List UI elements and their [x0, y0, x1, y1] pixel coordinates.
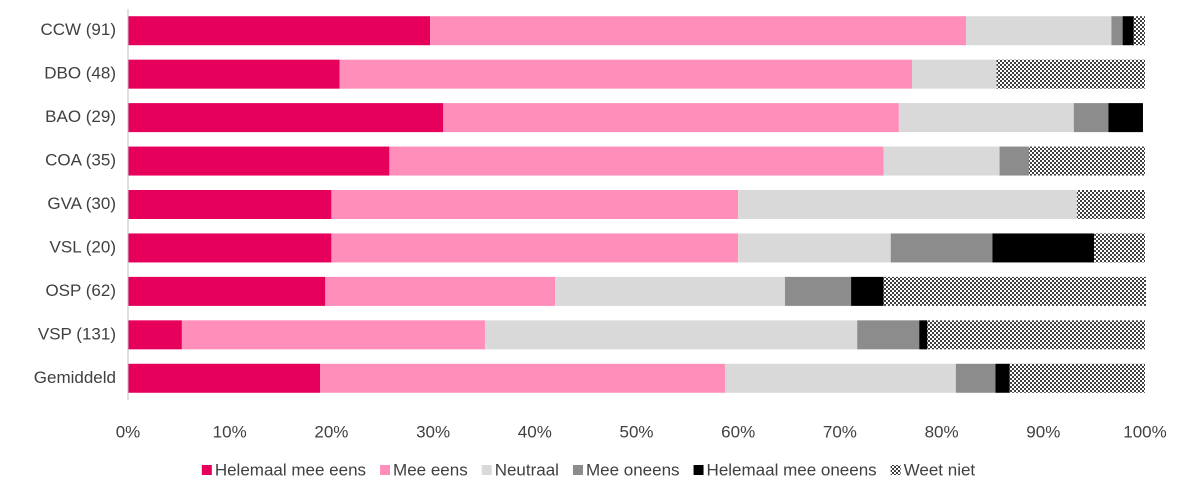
bar-segment — [784, 276, 852, 306]
bar-segment — [128, 146, 390, 176]
y-tick-label: GVA (30) — [47, 194, 116, 213]
bar-segment — [890, 233, 993, 263]
bar-segment — [128, 59, 340, 89]
x-tick-label: 80% — [925, 422, 959, 441]
bar-segment — [919, 320, 928, 350]
legend-swatch — [693, 465, 704, 475]
x-tick-label: 100% — [1123, 422, 1166, 441]
bar-segment — [996, 59, 1145, 89]
x-tick-label: 0% — [116, 422, 141, 441]
bar-segment — [331, 233, 739, 263]
bar-segment — [738, 233, 891, 263]
bar-segment — [992, 233, 1095, 263]
y-tick-label: BAO (29) — [45, 107, 116, 126]
legend-swatch — [201, 465, 212, 475]
bar-segment — [128, 16, 431, 46]
x-tick-label: 70% — [823, 422, 857, 441]
legend-swatch — [481, 465, 492, 475]
legend-label: Weet niet — [904, 460, 976, 479]
bar-segment — [1094, 233, 1145, 263]
x-tick-label: 40% — [518, 422, 552, 441]
bar-segment — [851, 276, 884, 306]
bar-segment — [995, 363, 1010, 393]
legend-swatch — [380, 465, 391, 475]
y-tick-label: DBO (48) — [44, 64, 116, 83]
bar-segment — [898, 103, 1074, 133]
bar-segment — [857, 320, 920, 350]
bar-segment — [738, 190, 1077, 219]
legend-label: Helemaal mee eens — [215, 460, 366, 479]
x-tick-label: 10% — [213, 422, 247, 441]
bar-segment — [128, 320, 182, 350]
bar-segment — [128, 103, 444, 133]
y-tick-label: CCW (91) — [40, 20, 116, 39]
legend-swatch — [572, 465, 583, 475]
bar-segment — [1111, 16, 1123, 46]
bar-segment — [389, 146, 884, 176]
bar-segment — [128, 363, 321, 393]
bar-segment — [1122, 16, 1134, 46]
bar-segment — [966, 16, 1112, 46]
legend-label: Mee oneens — [586, 460, 680, 479]
bar-segment — [1073, 103, 1109, 133]
bar-segment — [443, 103, 899, 133]
x-tick-label: 30% — [416, 422, 450, 441]
y-tick-label: Gemiddeld — [34, 368, 116, 387]
x-tick-label: 20% — [314, 422, 348, 441]
bar-segment — [912, 59, 997, 89]
bar-segment — [955, 363, 996, 393]
x-tick-label: 60% — [721, 422, 755, 441]
bar-segment — [325, 276, 556, 306]
bar-segment — [999, 146, 1030, 176]
x-tick-label: 90% — [1026, 422, 1060, 441]
bar-segment — [1076, 190, 1145, 219]
bar-segment — [883, 146, 1000, 176]
bar-segment — [927, 320, 1145, 350]
bar-segment — [1108, 103, 1143, 133]
bar-segment — [1029, 146, 1145, 176]
bar-segment — [128, 233, 332, 263]
bar-segment — [724, 363, 956, 393]
bar-segment — [128, 190, 332, 219]
y-tick-label: VSP (131) — [38, 324, 116, 343]
bar-segment — [430, 16, 967, 46]
legend-swatch — [890, 465, 901, 475]
x-tick-label: 50% — [619, 422, 653, 441]
y-tick-label: VSL (20) — [50, 237, 116, 256]
bar-segment — [128, 276, 326, 306]
bar-segment — [555, 276, 785, 306]
bar-segment — [181, 320, 485, 350]
legend-label: Mee eens — [393, 460, 468, 479]
y-tick-label: COA (35) — [45, 151, 116, 170]
bar-segment — [1009, 363, 1145, 393]
bar-segment — [883, 276, 1147, 306]
bar-segment — [320, 363, 725, 393]
bar-segment — [484, 320, 858, 350]
bar-segment — [331, 190, 739, 219]
bar-segment — [1133, 16, 1145, 46]
legend-label: Neutraal — [495, 460, 559, 479]
legend-label: Helemaal mee oneens — [707, 460, 877, 479]
y-tick-label: OSP (62) — [45, 281, 116, 300]
bar-segment — [339, 59, 913, 89]
